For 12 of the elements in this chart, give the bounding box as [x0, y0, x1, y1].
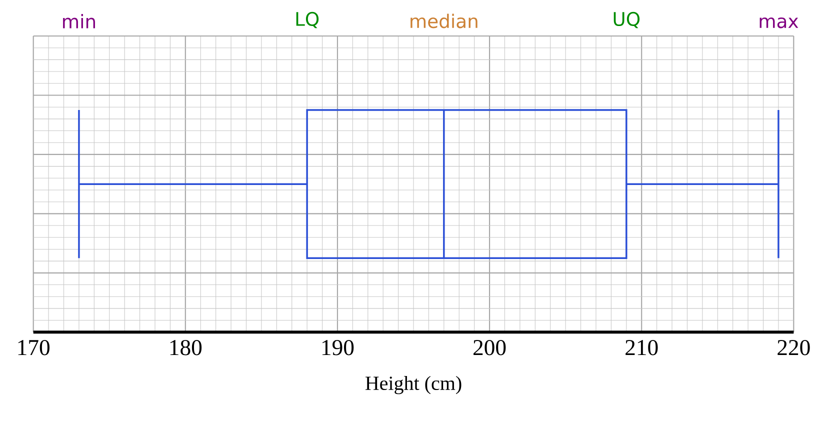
x-tick-label: 180	[170, 340, 202, 356]
text: max	[760, 17, 798, 28]
text: min	[63, 14, 95, 28]
text: median	[410, 14, 478, 28]
x-tick-label: 210	[626, 340, 658, 356]
x-tick-label: 200	[474, 340, 506, 356]
x-tick-label: 190	[322, 340, 354, 356]
x-tick-label: 220	[778, 340, 810, 356]
x-tick-label: 170	[18, 340, 50, 356]
x-axis-title: Height (cm)	[365, 376, 462, 394]
text: UQ	[614, 12, 640, 28]
text: LQ	[296, 12, 319, 28]
